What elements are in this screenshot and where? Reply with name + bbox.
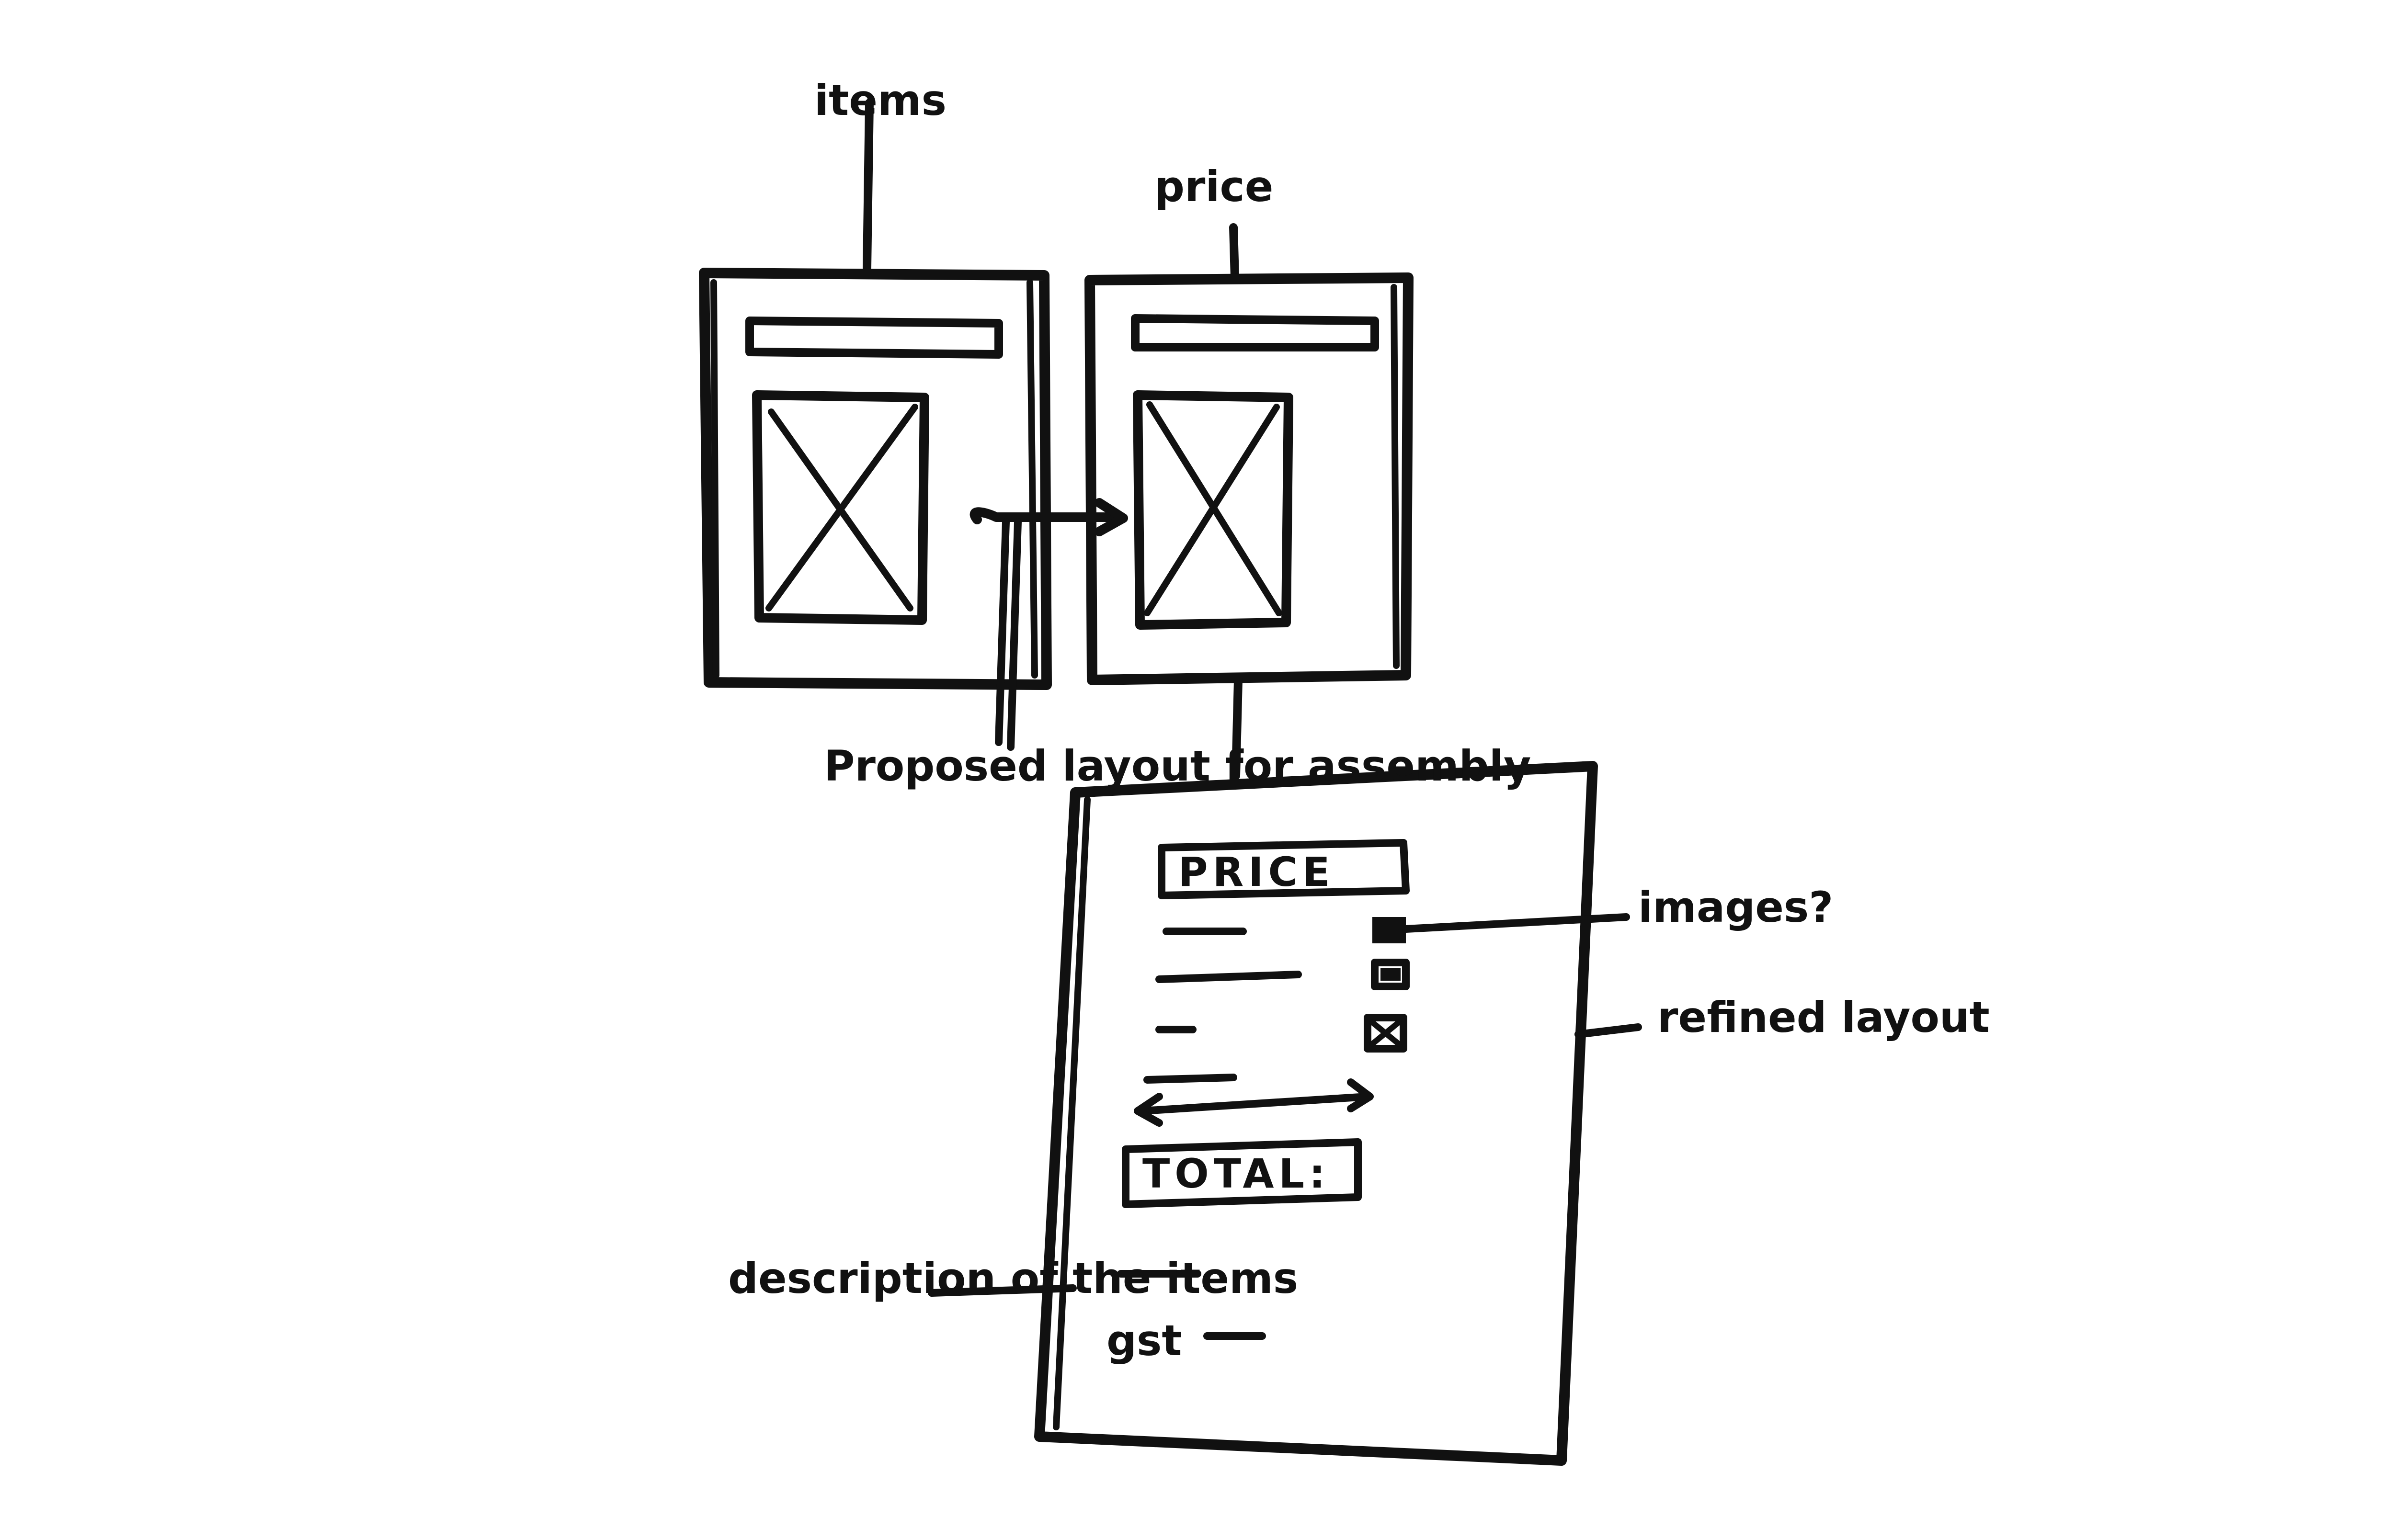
flow-arrow	[969, 498, 1128, 751]
price-screen	[1084, 223, 1414, 685]
price-image-placeholder-cross	[1144, 401, 1282, 616]
price-title-bar	[1131, 314, 1379, 351]
price-line-4	[1143, 1074, 1237, 1084]
price-leader-line	[1229, 223, 1239, 282]
items-image-placeholder	[752, 390, 929, 625]
items-leader-line	[863, 99, 874, 272]
price-header-text: PRICE	[1178, 849, 1335, 895]
images-leader-line	[1402, 913, 1630, 933]
gst-label: gst	[1106, 1316, 1182, 1365]
price-annotation: price	[1154, 162, 1273, 211]
proposed-layout-annotation-text: Proposed layout for assembly	[824, 741, 1531, 791]
total-header-text: TOTAL:	[1142, 1150, 1330, 1197]
double-arrow-right-head	[1347, 1078, 1374, 1112]
image-thumb-icon-1	[1372, 917, 1406, 943]
refined-screen-frame	[1034, 761, 1598, 1466]
price-image-placeholder	[1133, 390, 1293, 630]
price-line-2	[1155, 971, 1302, 983]
total-header-box	[1122, 1138, 1362, 1208]
images-annotation: images?	[1638, 883, 1833, 932]
refined-layout-screen: PRICE TOTAL: gst	[1034, 761, 1598, 1466]
refined-layout-leader-line	[1574, 1023, 1642, 1038]
double-arrow-line	[1139, 1093, 1371, 1115]
refined-connector-line	[1232, 676, 1243, 780]
proposed-layout-annotation: Proposed layout for assembly	[824, 741, 1531, 791]
arrow-head	[1095, 498, 1128, 536]
refined-layout-annotation: refined layout	[1657, 993, 1990, 1042]
items-annotation: items	[814, 76, 947, 125]
image-thumb-icon-3	[1364, 1014, 1407, 1053]
items-title-bar	[745, 317, 1003, 359]
refined-screen-frame-inner	[1053, 796, 1091, 1430]
image-thumb-icon-2	[1371, 959, 1410, 990]
description-leader-line	[928, 1284, 1077, 1297]
image-thumb-icon-2-fill	[1380, 968, 1401, 981]
image-thumb-icon-3-cross	[1369, 1019, 1402, 1047]
arrow-shaft	[969, 507, 1126, 524]
description-annotation: description of the items	[728, 1254, 1298, 1303]
double-arrow-left-head	[1134, 1093, 1163, 1127]
items-image-placeholder-cross	[765, 404, 918, 611]
items-screen-frame-inner	[710, 279, 1038, 679]
price-screen-frame-inner	[1391, 284, 1400, 669]
items-screen	[699, 99, 1052, 690]
price-screen-frame	[1084, 272, 1414, 685]
proposed-layout-leader	[995, 518, 1022, 751]
price-header-box	[1158, 839, 1410, 899]
items-screen-frame	[699, 268, 1052, 690]
